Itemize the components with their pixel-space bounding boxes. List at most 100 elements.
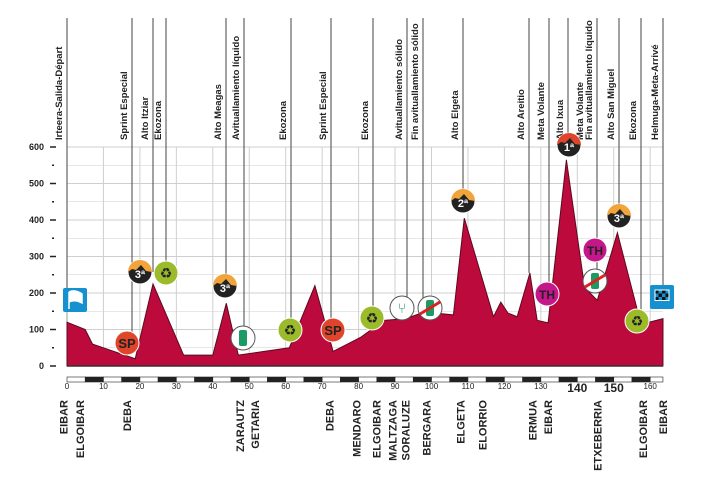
town-label: ELGOIBAR	[75, 400, 87, 458]
recycle-icon: ♻	[624, 308, 650, 334]
th-text: TH	[587, 244, 603, 258]
town-label: ZARAUTZ	[235, 400, 247, 452]
checker-square	[662, 297, 666, 301]
sp-icon: SP	[114, 330, 140, 356]
mountain-shape	[128, 260, 152, 272]
sp-icon: SP	[320, 317, 346, 343]
checker-square	[665, 293, 669, 297]
town-label: ELGOIBAR	[371, 400, 383, 458]
y-tick-label: 300	[29, 252, 44, 262]
no-food-icon	[417, 295, 443, 321]
y-tick-label: 0	[39, 361, 44, 371]
climb-icon: 3ª	[606, 203, 632, 229]
scale-bar-segment	[66, 376, 86, 383]
x-tick-label: 0	[65, 382, 70, 391]
event-label: Alto Elgeta	[450, 90, 461, 140]
climb-category: 3ª	[614, 213, 625, 225]
event-label: Ekozona	[628, 100, 639, 140]
event-label: Meta Volante	[536, 82, 547, 140]
climb-icon: 2ª	[450, 188, 476, 214]
mountain-shape	[557, 133, 581, 145]
event-label: Ekozona	[153, 100, 164, 140]
white-flag-shape	[68, 290, 83, 309]
event-label: Sprint Especial	[119, 71, 130, 140]
x-tick-label: 120	[498, 382, 512, 391]
x-tick-label: 30	[172, 382, 181, 391]
strike-line	[584, 273, 606, 289]
y-tick-label: 500	[29, 179, 44, 189]
climb-category: 1ª	[564, 142, 575, 154]
x-tick-label: 50	[245, 382, 254, 391]
feed-circle	[389, 295, 415, 321]
event-label: Meta Volante	[575, 82, 586, 140]
mountain-shape	[607, 204, 631, 216]
sp-text: SP	[324, 323, 342, 338]
bottle-shape	[239, 330, 247, 346]
x-tick-label: 70	[318, 382, 327, 391]
x-tick-label: 90	[391, 382, 400, 391]
climb-red-icon: 1ª	[556, 132, 582, 158]
x-tick-label: 140	[567, 381, 587, 395]
event-label: Alto Itziar	[140, 96, 151, 140]
event-label: Irteera-Salida-Départ	[54, 46, 65, 140]
event-label: Alto Areitio	[516, 89, 527, 140]
town-label: DEBA	[122, 400, 134, 431]
climb-category: 2ª	[458, 198, 469, 210]
th-circle	[534, 281, 560, 307]
x-tick-label: 80	[354, 382, 363, 391]
climb-icon: 3ª	[127, 259, 153, 285]
y-tick-label: 400	[29, 215, 44, 225]
recycle-circle	[359, 305, 385, 331]
climb-category: 3ª	[135, 269, 146, 281]
climb-category: 3ª	[220, 283, 231, 295]
recycle-glyph: ♻	[366, 310, 379, 326]
x-tick-label: 110	[462, 382, 475, 391]
climb-icon: 3ª	[212, 273, 238, 299]
recycle-icon: ♻	[153, 260, 179, 286]
x-tick-label: 20	[135, 382, 144, 391]
town-label: EIBAR	[543, 400, 555, 434]
x-tick-label: 100	[425, 382, 439, 391]
mountain-shape	[213, 274, 237, 286]
event-label: Alto San Miguel	[606, 69, 617, 140]
town-label: DEBA	[324, 400, 336, 431]
recycle-icon: ♻	[359, 305, 385, 331]
recycle-glyph: ♻	[631, 313, 644, 329]
no-bottle-icon	[582, 268, 608, 294]
town-labels: EIBAR ELGOIBAR DEBA ZARAUTZ GETARIA DEBA MENDA…	[58, 400, 670, 471]
start-flag-icon	[63, 288, 87, 312]
x-tick-label: 40	[208, 382, 217, 391]
recycle-circle	[624, 308, 650, 334]
finish-flag-icon	[650, 285, 674, 309]
event-label: Ekozona	[278, 100, 289, 140]
scale-bar-segment	[649, 376, 664, 383]
y-tick-label: 600	[29, 142, 44, 152]
event-icons: SP 3ª ♻ 3ª ♻ SP ♻ ⑂ 2ª TH 1ª TH 3ª ♻	[63, 132, 674, 356]
th-circle	[582, 237, 608, 263]
checker-square	[655, 290, 659, 294]
recycle-circle	[277, 317, 303, 343]
checker-square	[658, 293, 662, 297]
event-label: Sprint Especial	[318, 71, 329, 140]
checker-square	[655, 297, 659, 301]
town-label: ELGOIBAR	[638, 400, 650, 458]
town-label: GETARIA	[250, 400, 262, 449]
event-label: Fin avituallamiento líquido	[584, 20, 595, 140]
x-tick-label: 150	[604, 381, 624, 395]
town-label: EIBAR	[58, 400, 70, 434]
town-label: SORALUZE	[401, 400, 413, 461]
profile	[66, 159, 664, 367]
recycle-icon: ♻	[277, 317, 303, 343]
event-label: Alto Ixua	[555, 99, 566, 140]
town-label: ELGETA	[456, 400, 468, 444]
th-icon: TH	[534, 281, 560, 307]
mountain-shape	[451, 189, 475, 201]
strike-line	[419, 300, 441, 316]
recycle-circle	[153, 260, 179, 286]
sp-circle	[114, 330, 140, 356]
event-label: Helmuga-Meta-Arrivé	[650, 44, 661, 140]
x-tick-label: 130	[534, 382, 548, 391]
town-label: ELORRIO	[478, 400, 490, 451]
recycle-glyph: ♻	[160, 265, 173, 281]
